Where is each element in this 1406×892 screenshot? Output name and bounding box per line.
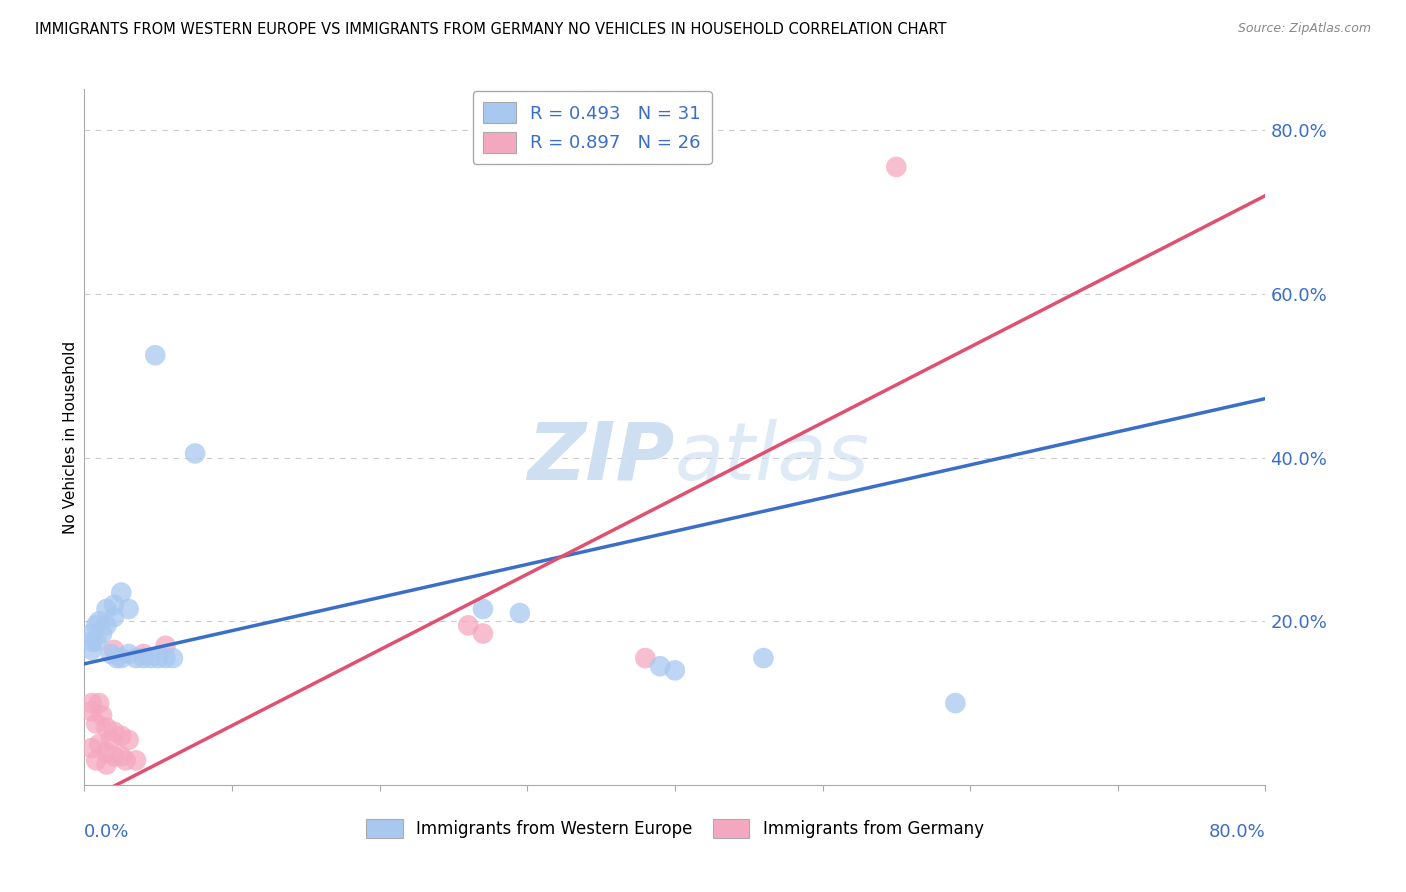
Point xyxy=(80,634,103,648)
Point xyxy=(472,626,495,640)
Point xyxy=(103,598,125,612)
Point xyxy=(664,664,686,678)
Point xyxy=(105,651,128,665)
Point xyxy=(752,651,775,665)
Point xyxy=(139,651,162,665)
Text: ZIP: ZIP xyxy=(527,419,675,497)
Point xyxy=(84,716,107,731)
Point xyxy=(80,643,103,657)
Point xyxy=(96,602,118,616)
Text: 80.0%: 80.0% xyxy=(1209,823,1265,841)
Point xyxy=(118,602,141,616)
Point xyxy=(125,651,148,665)
Point xyxy=(103,643,125,657)
Point xyxy=(143,348,166,362)
Point xyxy=(132,651,155,665)
Point xyxy=(96,618,118,632)
Point xyxy=(457,618,479,632)
Point xyxy=(96,721,118,735)
Point xyxy=(84,634,107,648)
Point xyxy=(80,696,103,710)
Point xyxy=(84,618,107,632)
Point xyxy=(155,651,177,665)
Point xyxy=(148,651,170,665)
Point xyxy=(114,753,136,767)
Point xyxy=(80,704,103,718)
Point xyxy=(110,585,132,599)
Point xyxy=(87,614,111,628)
Point xyxy=(110,729,132,743)
Text: IMMIGRANTS FROM WESTERN EUROPE VS IMMIGRANTS FROM GERMANY NO VEHICLES IN HOUSEHO: IMMIGRANTS FROM WESTERN EUROPE VS IMMIGR… xyxy=(35,22,946,37)
Point xyxy=(84,753,107,767)
Point xyxy=(155,639,177,653)
Point xyxy=(87,737,111,751)
Point xyxy=(650,659,672,673)
Point xyxy=(945,696,967,710)
Point xyxy=(118,647,141,661)
Point xyxy=(100,647,122,661)
Point xyxy=(110,749,132,764)
Point xyxy=(132,647,155,661)
Point xyxy=(91,626,114,640)
Point xyxy=(96,757,118,772)
Point xyxy=(509,606,531,620)
Point xyxy=(125,753,148,767)
Point xyxy=(103,724,125,739)
Text: Source: ZipAtlas.com: Source: ZipAtlas.com xyxy=(1237,22,1371,36)
Point xyxy=(103,749,125,764)
Point xyxy=(91,708,114,723)
Point xyxy=(110,651,132,665)
Point xyxy=(87,696,111,710)
Y-axis label: No Vehicles in Household: No Vehicles in Household xyxy=(63,341,77,533)
Point xyxy=(118,733,141,747)
Point xyxy=(80,741,103,756)
Point xyxy=(100,733,122,747)
Point xyxy=(80,626,103,640)
Point xyxy=(162,651,184,665)
Text: atlas: atlas xyxy=(675,419,870,497)
Point xyxy=(103,610,125,624)
Point xyxy=(472,602,495,616)
Point xyxy=(634,651,657,665)
Point xyxy=(886,160,908,174)
Legend: Immigrants from Western Europe, Immigrants from Germany: Immigrants from Western Europe, Immigran… xyxy=(359,810,991,847)
Text: 0.0%: 0.0% xyxy=(84,823,129,841)
Point xyxy=(184,446,207,460)
Point xyxy=(96,745,118,759)
